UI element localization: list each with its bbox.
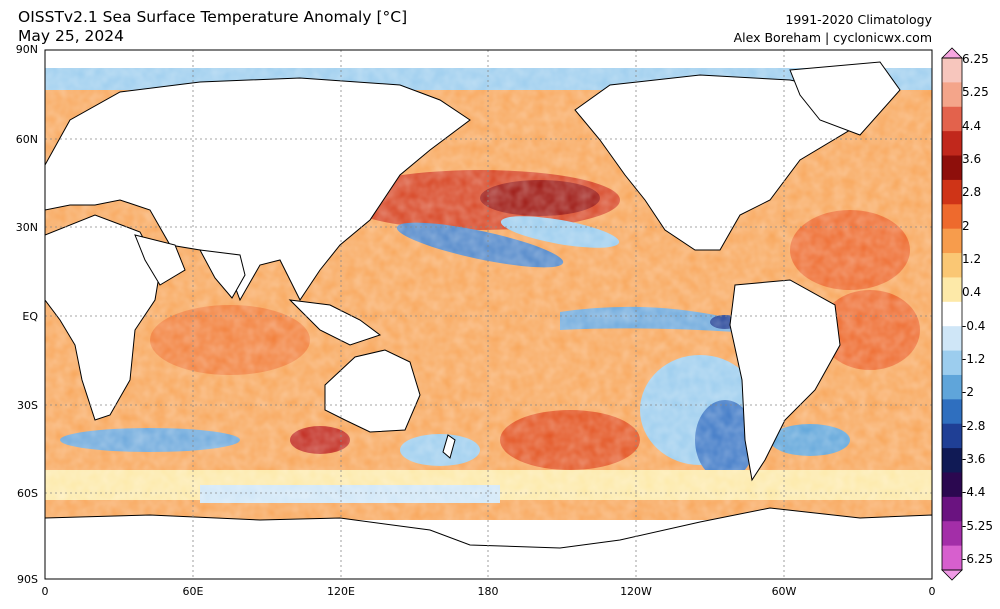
colorbar-segment — [942, 472, 962, 498]
colorbar-top-arrow — [941, 47, 963, 59]
colorbar-tick-label: 4.4 — [962, 118, 982, 133]
colorbar-segment — [942, 496, 962, 522]
colorbar-tick-label: 2.8 — [962, 185, 982, 200]
colorbar-segment — [942, 82, 962, 108]
colorbar-segment — [942, 448, 962, 474]
lat-label: 60N — [15, 133, 38, 146]
new-zealand — [442, 434, 456, 459]
colorbar-segment — [942, 350, 962, 376]
climatology-label: 1991-2020 Climatology — [785, 12, 932, 27]
colorbar-segment — [942, 253, 962, 279]
lat-label: 90S — [17, 573, 38, 586]
antarctica — [45, 507, 932, 579]
colorbar-tick-label: 0.4 — [962, 285, 982, 300]
colorbar-segment — [942, 277, 962, 303]
maritime-continent — [288, 299, 382, 346]
eurasia — [45, 77, 471, 302]
lon-label: 60W — [771, 585, 797, 598]
colorbar-tick-label: 3.6 — [962, 152, 982, 166]
colorbar-segment — [942, 326, 962, 352]
colorbar-segment — [942, 399, 962, 425]
north-america — [574, 74, 861, 251]
title-line-1: OISSTv2.1 Sea Surface Temperature Anomal… — [18, 8, 408, 26]
colorbar-segment — [942, 106, 962, 132]
colorbar-outline — [941, 57, 963, 571]
colorbar-tick-label: -4.4 — [962, 485, 986, 500]
lon-label: 180 — [477, 585, 499, 598]
australia — [324, 349, 421, 433]
lat-label: 60S — [17, 487, 38, 500]
greenland — [789, 61, 901, 136]
colorbar-segment — [942, 521, 962, 547]
colorbar-segments — [942, 58, 962, 571]
colorbar-tick-label: -2.8 — [962, 418, 986, 433]
colorbar-segment — [942, 423, 962, 449]
colorbar-segment — [942, 58, 962, 83]
lat-label: EQ — [22, 310, 38, 323]
colorbar-bottom-arrow — [941, 569, 963, 581]
colorbar-tick-label: 6.25 — [962, 52, 989, 66]
colorbar-segment — [942, 131, 962, 157]
landmasses — [45, 61, 932, 579]
lat-label: 90N — [15, 43, 38, 56]
lat-label: 30S — [17, 399, 38, 412]
lon-label: 120E — [327, 585, 355, 598]
colorbar-tick-label: -1.2 — [962, 352, 986, 366]
colorbar-tick-label: -6.25 — [962, 552, 994, 566]
colorbar-segment — [942, 179, 962, 205]
colorbar-tick-label: 5.25 — [962, 85, 989, 100]
lon-label: 0 — [41, 585, 49, 598]
colorbar-segment — [942, 155, 962, 181]
colorbar-tick-label: 1.2 — [962, 252, 982, 266]
colorbar-segment — [942, 204, 962, 230]
india — [199, 249, 246, 299]
gridlines — [45, 50, 932, 579]
colorbar-tick-label: -3.6 — [962, 452, 986, 466]
arabia — [134, 234, 186, 286]
colorbar-tick-label: 2 — [962, 218, 970, 233]
lon-label: 120W — [620, 585, 652, 598]
colorbar-tick-label: -5.25 — [962, 518, 994, 533]
chart-title: OISSTv2.1 Sea Surface Temperature Anomal… — [18, 8, 407, 46]
lon-label: 60E — [182, 585, 204, 598]
colorbar-segment — [942, 374, 962, 400]
colorbar-tick-label: -0.4 — [962, 318, 986, 333]
colorbar-tick-label: -2 — [962, 385, 974, 400]
south-america — [729, 279, 841, 482]
title-line-2: May 25, 2024 — [18, 27, 124, 45]
lon-label: 0 — [928, 585, 936, 598]
author-credit: Alex Boreham | cyclonicwx.com — [733, 30, 932, 45]
colorbar — [941, 47, 963, 581]
colorbar-segment — [942, 545, 962, 571]
colorbar-segment — [942, 301, 962, 327]
colorbar-segment — [942, 228, 962, 254]
lat-label: 30N — [15, 221, 38, 234]
credit-block: 1991-2020 Climatology Alex Boreham | cyc… — [734, 11, 932, 47]
map-border — [44, 49, 933, 580]
